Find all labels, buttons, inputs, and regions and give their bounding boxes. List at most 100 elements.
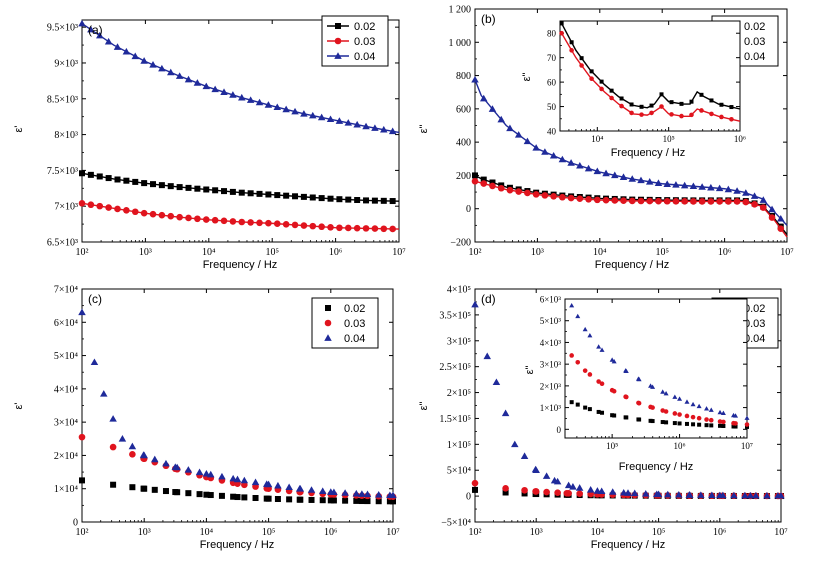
panel-b-series-002-point	[472, 172, 478, 179]
panel-c-series-002-point	[353, 497, 360, 504]
panel-d-inset-series-004-point	[599, 347, 605, 352]
panel-b-series-003-point	[655, 197, 662, 205]
panel-d-inset-series-004-point	[575, 313, 581, 319]
panel-c-legend-marker	[324, 334, 332, 341]
panel-d-inset-xtick-label: 10⁶	[673, 441, 685, 451]
panel-d-inset-ytick-label: 6×10³	[540, 295, 562, 305]
panel-b-series-003-point	[681, 198, 688, 205]
panel-a-series-002-point	[363, 197, 370, 204]
panel-d-ytick-label: 3×10⁵	[447, 336, 471, 347]
panel-a-series-004-point	[300, 110, 308, 117]
panel-d-inset-series-004-point	[569, 303, 575, 308]
panel-b-series-004-point	[742, 189, 750, 196]
panel-a-series-002-point	[132, 178, 139, 185]
panel-b-series-003-point	[637, 197, 645, 205]
panel-d-ytick-label: 0	[466, 492, 471, 503]
panel-d-legend-label: 0.02	[744, 303, 765, 315]
panel-a-series-003-point	[318, 223, 325, 231]
panel-c-series-002-point	[196, 491, 203, 498]
panel-d-inset-series-002-point	[672, 421, 677, 426]
panel-d-inset-series-004-point	[684, 399, 690, 404]
panel-b-inset-series-003-point	[719, 114, 724, 120]
panel-c-series-004-point	[139, 451, 148, 458]
panel-a: 10² 10³ 10⁴ 10⁵ 10⁶ 10⁷ 6.5×10³ 7×10³ 7.5×10³ 8×1…	[13, 15, 406, 271]
panel-a-series-004-point	[131, 52, 140, 60]
panel-a-series-004-point	[113, 43, 122, 50]
panel-d-inset-series-003-point	[569, 353, 574, 358]
panel-a-series-003-point	[380, 225, 388, 233]
panel-a-ytick-label: 9×10³	[54, 58, 78, 69]
panel-a-series-003-point	[353, 224, 361, 232]
panel-a-xtick-label: 10⁶	[329, 247, 343, 258]
panel-c-legend-marker	[325, 305, 331, 311]
panel-b-xlabel: Frequency / Hz	[595, 259, 670, 271]
panel-d-inset-series-003-point	[611, 388, 617, 394]
panel-a-series-004-point	[246, 96, 255, 103]
panel-a-series-003-point	[123, 207, 130, 214]
panel-d-inset-series-002-point	[684, 421, 689, 426]
panel-a-series-003-point	[167, 212, 175, 220]
panel-b-series-004-point	[593, 167, 602, 175]
panel-b-inset-series-003-point	[669, 112, 674, 117]
panel-d-series-004-point	[564, 481, 573, 489]
panel-c-series-002-point	[327, 497, 334, 504]
panel-b-legend-label: 0.03	[744, 36, 765, 48]
panel-d-xtick-label: 10⁴	[591, 527, 605, 538]
panel-d-inset-xlabel: Frequency / Hz	[619, 461, 694, 473]
panel-c-series-002-point	[274, 495, 281, 502]
panel-b-inset-series-002-point	[589, 69, 594, 74]
panel-b-series-004-point	[479, 94, 488, 102]
panel-a-xtick-label: 10⁵	[265, 247, 279, 258]
panel-c-xtick-label: 10⁶	[324, 527, 338, 538]
panel-b-inset-series-003-point	[679, 113, 684, 119]
panel-d-inset-series-002-point	[677, 421, 682, 426]
panel-a-xtick-label: 10²	[76, 247, 89, 258]
panel-a-series-004-point	[344, 119, 353, 126]
panel-c-series-004-point	[318, 487, 327, 494]
panel-c-series-004-point	[118, 435, 127, 442]
panel-a-series-003-point	[96, 202, 104, 210]
panel-b-series-003-point	[742, 198, 750, 206]
panel-b-series-003-point	[524, 189, 531, 197]
panel-d-series-003-point	[543, 488, 550, 496]
panel-c-series-002-point	[286, 496, 293, 503]
panel-c-series-004-point	[307, 486, 316, 493]
panel-b-series-003-point	[480, 180, 488, 187]
panel-a-ytick-label: 8×10³	[54, 130, 78, 141]
panel-b-series-003-point	[716, 198, 723, 205]
panel-d-series-004-point	[730, 491, 738, 499]
panel-a-series-002-point	[123, 177, 130, 184]
panel-a-series-002-point	[274, 192, 281, 199]
panel-a-series-003-point	[78, 200, 86, 207]
panel-c-xtick-label: 10⁷	[386, 527, 400, 538]
panel-d-inset-ytick-label: 3×10³	[540, 360, 562, 370]
panel-d-inset-series-002-point	[704, 423, 709, 428]
panel-a-ytick-label: 7×10³	[54, 202, 78, 213]
panel-c-series-004-point	[202, 469, 211, 477]
panel-a-legend-marker	[334, 52, 342, 59]
panel-c-series-004-point	[341, 489, 349, 496]
panel-a-legend-label: 0.02	[354, 21, 375, 33]
panel-b-series-002-point	[480, 176, 487, 183]
panel-b-inset-ytick-label: 60	[547, 78, 557, 88]
panel-d-series-004-point	[608, 488, 617, 495]
panel-d-inset-series-002-point	[612, 413, 617, 418]
panel-d-inset-series-003-point	[660, 408, 666, 413]
panel-a-series-002-point	[185, 184, 192, 191]
panel-a-series-002-point	[309, 194, 316, 201]
panel-c-series-002-point	[308, 496, 315, 503]
panel-b-inset-series-003-point	[569, 48, 574, 53]
panel-c-series-004-point	[240, 476, 249, 484]
panel-d-ytick-label: 1.5×10⁵	[439, 414, 471, 425]
panel-d-inset-series-003-point	[672, 411, 678, 416]
panel-b-series-003-point	[489, 182, 496, 190]
panel-d-inset-series-004-point	[663, 390, 669, 396]
panel-a-series-002-point	[167, 183, 174, 190]
panel-d-inset-series-003-point	[623, 394, 629, 400]
panel-b-series-003-point	[550, 192, 557, 200]
panel-d-inset-series-003-point	[684, 413, 690, 419]
panel-d-legend-label: 0.03	[744, 318, 765, 330]
panel-b-series-004-point	[768, 205, 776, 213]
panel-a-series-004-point	[309, 111, 317, 119]
